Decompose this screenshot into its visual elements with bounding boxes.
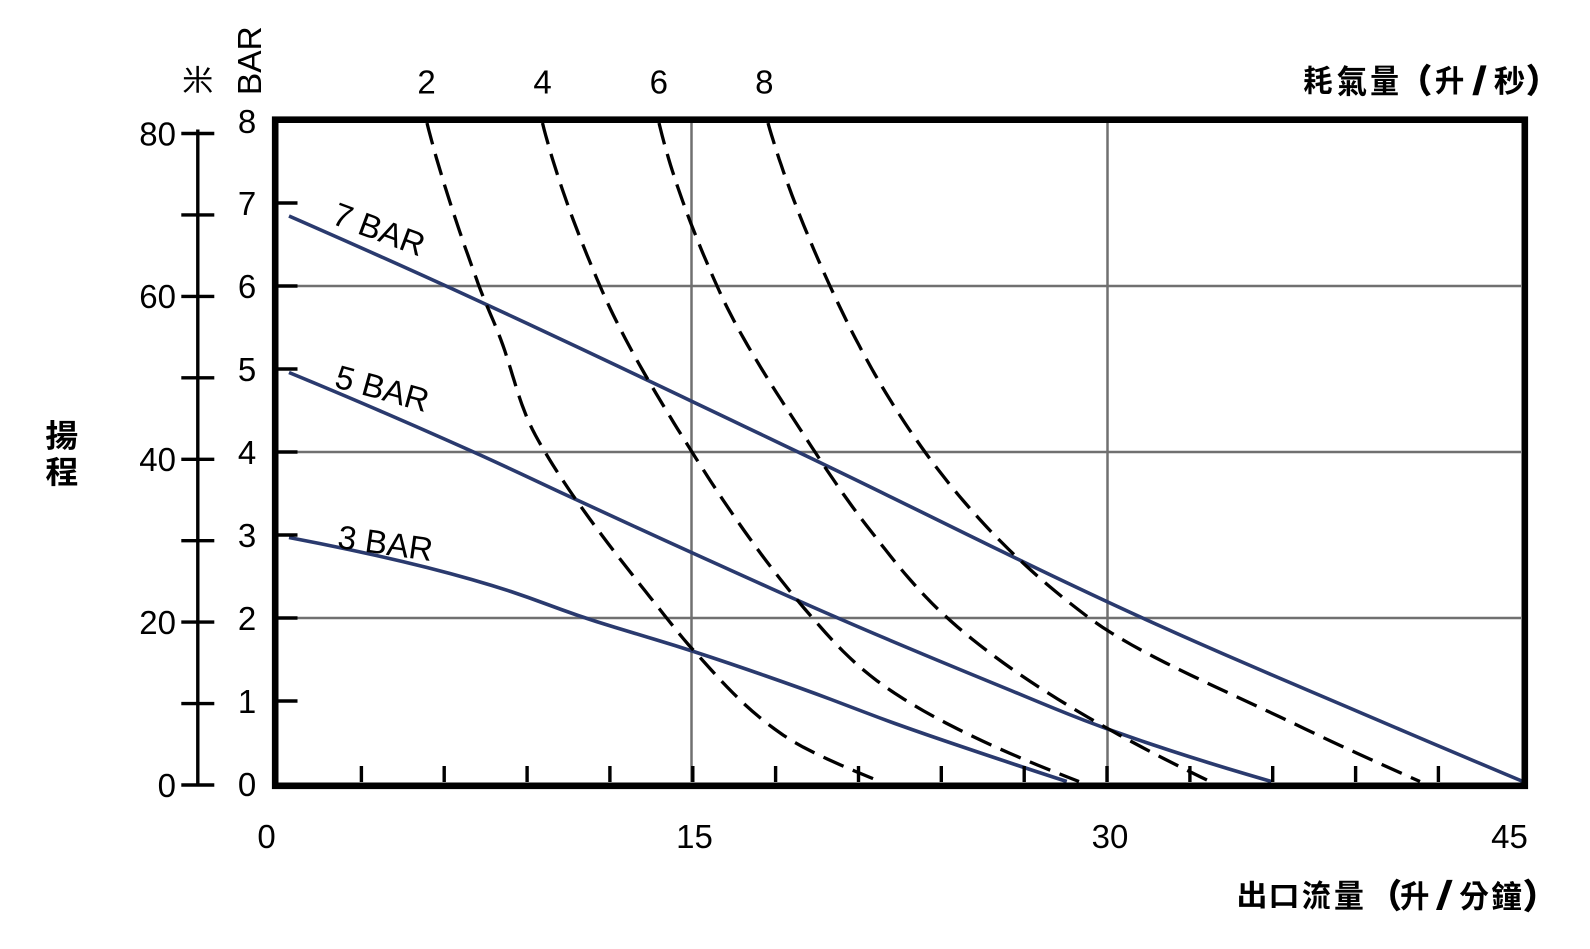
svg-text:2: 2: [417, 64, 435, 101]
svg-text:7: 7: [238, 185, 256, 222]
svg-text:1: 1: [238, 683, 256, 720]
svg-text:0: 0: [257, 818, 275, 855]
svg-text:6: 6: [238, 268, 256, 305]
svg-text:60: 60: [139, 278, 176, 315]
svg-text:4: 4: [238, 434, 256, 471]
svg-text:80: 80: [139, 115, 176, 152]
svg-text:6: 6: [650, 64, 668, 101]
svg-text:BAR: BAR: [232, 26, 269, 95]
svg-text:4: 4: [533, 64, 551, 101]
svg-text:45: 45: [1491, 818, 1528, 855]
svg-text:15: 15: [676, 818, 713, 855]
svg-text:8: 8: [755, 64, 773, 101]
svg-text:40: 40: [139, 441, 176, 478]
svg-text:0: 0: [238, 766, 256, 803]
svg-text:8: 8: [238, 103, 256, 140]
svg-text:2: 2: [238, 600, 256, 637]
svg-text:20: 20: [139, 604, 176, 641]
svg-text:0: 0: [158, 767, 176, 804]
svg-text:5: 5: [238, 351, 256, 388]
svg-text:3: 3: [238, 517, 256, 554]
svg-text:30: 30: [1092, 818, 1129, 855]
